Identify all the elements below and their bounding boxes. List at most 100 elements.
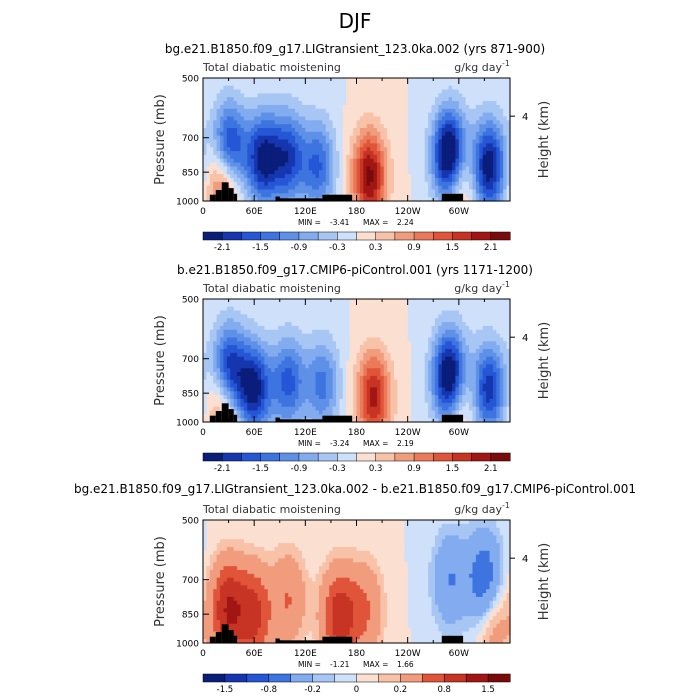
colorbar-label: -0.3 xyxy=(329,243,346,253)
colorbar-bin xyxy=(241,452,262,462)
colorbar-bin xyxy=(356,231,377,241)
variable-label: Total diabatic moistening xyxy=(202,503,341,516)
y-right-tick-label: 4 xyxy=(522,112,528,123)
colorbar-bin xyxy=(452,231,473,241)
chart-panel-1: bg.e21.B1850.f09_g17.LIGtransient_123.0k… xyxy=(153,42,552,253)
colorbar-label: -0.8 xyxy=(260,685,277,695)
colorbar-label: -2.1 xyxy=(214,243,231,253)
x-tick-label: 60W xyxy=(449,428,469,438)
x-tick-label: 60E xyxy=(246,428,263,438)
colorbar-bin xyxy=(221,231,242,241)
variable-label: Total diabatic moistening xyxy=(202,61,341,74)
colorbar-label: -1.5 xyxy=(217,685,234,695)
x-tick-label: 120E xyxy=(294,207,317,217)
y-tick-label: 1000 xyxy=(176,640,199,650)
colorbar-bin xyxy=(241,231,262,241)
colorbar-bin xyxy=(260,452,281,462)
y-axis-label: Pressure (mb) xyxy=(153,315,168,406)
colorbar-label: 0.9 xyxy=(407,243,421,253)
colorbar-label: 1.5 xyxy=(446,243,460,253)
colorbar-bin xyxy=(433,231,453,241)
colorbar-bin xyxy=(268,673,292,683)
units-exponent: -1 xyxy=(502,280,510,289)
colorbar-label: 2.1 xyxy=(484,464,498,474)
units-label: g/kg day xyxy=(454,61,502,74)
colorbar-label: 1.5 xyxy=(481,685,495,695)
colorbar-bin xyxy=(312,673,336,683)
colorbar-bin xyxy=(443,673,467,683)
figure-title: DJF xyxy=(339,9,372,33)
colorbar-label: -0.3 xyxy=(329,464,346,474)
x-tick-label: 120W xyxy=(395,428,421,438)
colorbar-bin xyxy=(394,452,415,462)
x-tick-label: 180 xyxy=(348,207,365,217)
y-tick-label: 500 xyxy=(182,75,199,85)
colorbar-bin xyxy=(337,231,358,241)
colorbar-bin xyxy=(422,673,445,683)
units-label: g/kg day xyxy=(454,282,502,295)
units-label: g/kg day xyxy=(454,503,502,516)
panels: bg.e21.B1850.f09_g17.LIGtransient_123.0k… xyxy=(74,42,636,695)
contour-field xyxy=(203,78,511,202)
y-tick-label: 850 xyxy=(182,611,199,621)
colorbar-bin xyxy=(317,231,338,241)
colorbar-bin xyxy=(298,452,319,462)
colorbar-label: 0.3 xyxy=(369,243,383,253)
x-tick-label: 180 xyxy=(348,428,365,438)
colorbar-bin xyxy=(394,231,415,241)
colorbar-bin xyxy=(202,231,223,241)
colorbar-bin xyxy=(413,231,434,241)
x-tick-label: 120E xyxy=(294,428,317,438)
colorbar-label: 0.3 xyxy=(369,464,383,474)
colorbar-label: 0.9 xyxy=(407,464,421,474)
topography-mask xyxy=(209,624,464,643)
colorbar-bin xyxy=(279,231,300,241)
x-tick-label: 0 xyxy=(200,207,206,217)
colorbar-bin xyxy=(378,673,401,683)
min-value: -1.21 xyxy=(330,660,350,669)
panel-title: b.e21.B1850.f09_g17.CMIP6-piControl.001 … xyxy=(177,263,533,277)
colorbar-bin xyxy=(413,452,434,462)
colorbar-bin xyxy=(337,452,358,462)
colorbar-label: -0.9 xyxy=(291,464,308,474)
colorbar-label: 1.5 xyxy=(446,464,460,474)
min-label: MIN = xyxy=(298,660,321,669)
x-tick-label: 60W xyxy=(449,649,469,659)
colorbar-bin xyxy=(221,452,242,462)
colorbar-bin xyxy=(202,673,226,683)
colorbar-bin xyxy=(471,231,492,241)
x-tick-label: 120E xyxy=(294,649,317,659)
y-tick-label: 1000 xyxy=(176,419,199,429)
colorbar-label: -1.5 xyxy=(252,464,269,474)
colorbar-bin xyxy=(334,673,358,683)
colorbar-bin xyxy=(400,673,423,683)
colorbar-label: 0 xyxy=(354,685,359,695)
x-tick-label: 180 xyxy=(348,649,365,659)
colorbar-bin xyxy=(375,452,396,462)
colorbar-bin xyxy=(317,452,338,462)
y-axis-label: Pressure (mb) xyxy=(153,536,168,627)
colorbar-bin xyxy=(452,452,473,462)
min-value: -3.24 xyxy=(330,439,350,448)
min-label: MIN = xyxy=(298,439,321,448)
x-tick-label: 60W xyxy=(449,207,469,217)
colorbar-label: -1.5 xyxy=(252,243,269,253)
colorbar-bin xyxy=(246,673,270,683)
colorbar-bin xyxy=(465,673,489,683)
y-right-tick-label: 4 xyxy=(522,333,528,344)
y-tick-label: 850 xyxy=(182,390,199,400)
chart-panel-3: bg.e21.B1850.f09_g17.LIGtransient_123.0k… xyxy=(74,482,636,695)
x-tick-label: 60E xyxy=(246,207,263,217)
colorbar: -1.5 -0.8 -0.2 0 0.2 0.8 1.5 xyxy=(202,673,511,695)
y-tick-label: 850 xyxy=(182,169,199,179)
topography-mask xyxy=(209,182,464,201)
max-value: 1.66 xyxy=(397,660,414,669)
x-tick-label: 0 xyxy=(200,428,206,438)
y-axis-label: Pressure (mb) xyxy=(153,94,168,185)
y-tick-label: 700 xyxy=(182,355,199,365)
panel-title: bg.e21.B1850.f09_g17.LIGtransient_123.0k… xyxy=(165,42,545,56)
panel-title: bg.e21.B1850.f09_g17.LIGtransient_123.0k… xyxy=(74,482,636,496)
y-right-axis-label: Height (km) xyxy=(537,543,552,620)
colorbar-bin xyxy=(490,452,511,462)
